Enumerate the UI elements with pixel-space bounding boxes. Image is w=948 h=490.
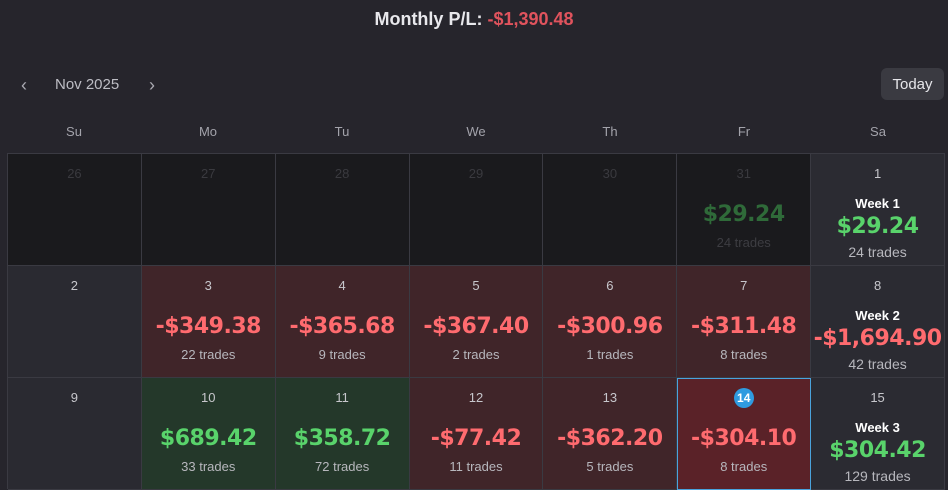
day-pl: $689.42 (159, 426, 257, 451)
day-pl: -$311.48 (691, 314, 797, 339)
day-cell[interactable]: 27 (141, 154, 276, 266)
day-number: 6 (606, 278, 614, 293)
day-number: 5 (472, 278, 480, 293)
day-trade-count: 24 trades (716, 235, 771, 250)
day-number: 13 (602, 390, 618, 405)
day-trade-count: 1 trades (586, 347, 634, 362)
week-summary-cell[interactable]: 1 Week 1 $29.24 24 trades (811, 154, 945, 266)
day-cell[interactable]: 5 -$367.40 2 trades (409, 266, 544, 378)
day-number: 3 (204, 278, 212, 293)
day-pl: -$362.20 (557, 426, 663, 451)
monthly-pl-title: Monthly P/L: -$1,390.48 (0, 9, 948, 30)
day-number: 30 (602, 166, 618, 181)
day-cell[interactable]: 11 $358.72 72 trades (275, 378, 410, 490)
day-number: 11 (335, 390, 349, 405)
weekday-label: Su (66, 124, 82, 139)
day-number: 28 (334, 166, 350, 181)
week-trade-count: 129 trades (844, 468, 911, 484)
today-button[interactable]: Today (881, 68, 944, 100)
day-number: 26 (67, 166, 82, 181)
chevron-right-icon[interactable]: › (149, 74, 155, 95)
weekday-label: We (466, 124, 486, 139)
weekday-label: Mo (198, 124, 218, 139)
day-pl: $358.72 (293, 426, 391, 451)
day-trade-count: 22 trades (181, 347, 236, 362)
week-trade-count: 24 trades (848, 244, 907, 260)
weekday-label: Fr (737, 124, 751, 139)
day-number: 29 (468, 166, 484, 181)
day-trade-count: 2 trades (452, 347, 500, 362)
day-cell[interactable]: 12 -$77.42 11 trades (409, 378, 544, 490)
month-navigation: ‹ Nov 2025 › Today (0, 68, 948, 102)
week-trade-count: 42 trades (848, 356, 907, 372)
day-pl: -$300.96 (557, 314, 663, 339)
day-trade-count: 72 trades (315, 459, 370, 474)
week-pl: $29.24 (836, 214, 919, 239)
day-number: 15 (870, 390, 885, 405)
week-pl: -$1,694.90 (813, 326, 942, 351)
day-pl: -$349.38 (155, 314, 262, 339)
day-cell[interactable]: 2 (8, 266, 142, 378)
day-cell[interactable]: 3 -$349.38 22 trades (141, 266, 276, 378)
day-trade-count: 8 trades (720, 459, 768, 474)
day-trade-count: 8 trades (720, 347, 768, 362)
week-label: Week 3 (855, 420, 900, 435)
day-number: 12 (468, 390, 484, 405)
week-summary-cell[interactable]: 15 Week 3 $304.42 129 trades (811, 378, 945, 490)
calendar-grid: 26 27 28 29 30 31 $29.24 24 trades 1 Week 1 $29.24… (7, 153, 945, 490)
day-cell[interactable]: 10 $689.42 33 trades (141, 378, 276, 490)
day-cell[interactable]: 9 (8, 378, 142, 490)
day-pl: -$367.40 (423, 314, 529, 339)
week-pl: $304.42 (829, 438, 926, 463)
day-number: 4 (338, 278, 346, 293)
day-trade-count: 33 trades (181, 459, 236, 474)
current-month-label: Nov 2025 (55, 76, 120, 93)
day-cell[interactable]: 14 -$304.10 8 trades (677, 378, 812, 490)
day-pl: -$365.68 (289, 314, 395, 339)
day-number: 9 (70, 390, 79, 405)
weekday-label: Tu (334, 124, 350, 139)
day-cell[interactable]: 31 $29.24 24 trades (677, 154, 812, 266)
monthly-pl-value: -$1,390.48 (487, 9, 574, 29)
week-label: Week 1 (855, 196, 900, 211)
day-number: 7 (740, 278, 748, 293)
today-badge: 14 (733, 388, 754, 408)
day-cell[interactable]: 6 -$300.96 1 trades (543, 266, 678, 378)
day-number: 10 (201, 390, 216, 405)
day-number: 8 (873, 278, 882, 293)
day-pl: -$304.10 (691, 426, 797, 451)
week-summary-cell[interactable]: 8 Week 2 -$1,694.90 42 trades (811, 266, 945, 378)
day-pl: -$77.42 (430, 426, 522, 451)
week-label: Week 2 (855, 308, 900, 323)
weekday-label: Th (602, 124, 618, 139)
day-cell[interactable]: 30 (543, 154, 678, 266)
day-cell[interactable]: 7 -$311.48 8 trades (677, 266, 812, 378)
day-cell[interactable]: 26 (8, 154, 142, 266)
day-cell[interactable]: 29 (409, 154, 544, 266)
day-cell[interactable]: 28 (275, 154, 410, 266)
day-number: 31 (736, 166, 751, 181)
weekday-header: Su Mo Tu We Th Fr Sa (7, 124, 945, 140)
day-trade-count: 5 trades (586, 459, 634, 474)
day-cell[interactable]: 13 -$362.20 5 trades (543, 378, 678, 490)
day-cell[interactable]: 4 -$365.68 9 trades (275, 266, 410, 378)
chevron-left-icon[interactable]: ‹ (21, 74, 27, 95)
weekday-label: Sa (870, 124, 886, 139)
day-trade-count: 11 trades (449, 459, 503, 474)
monthly-pl-label: Monthly P/L: (374, 9, 483, 29)
day-number: 1 (873, 166, 882, 181)
day-number: 27 (201, 166, 216, 181)
day-trade-count: 9 trades (318, 347, 366, 362)
day-pl: $29.24 (702, 202, 785, 227)
day-number: 2 (70, 278, 79, 293)
